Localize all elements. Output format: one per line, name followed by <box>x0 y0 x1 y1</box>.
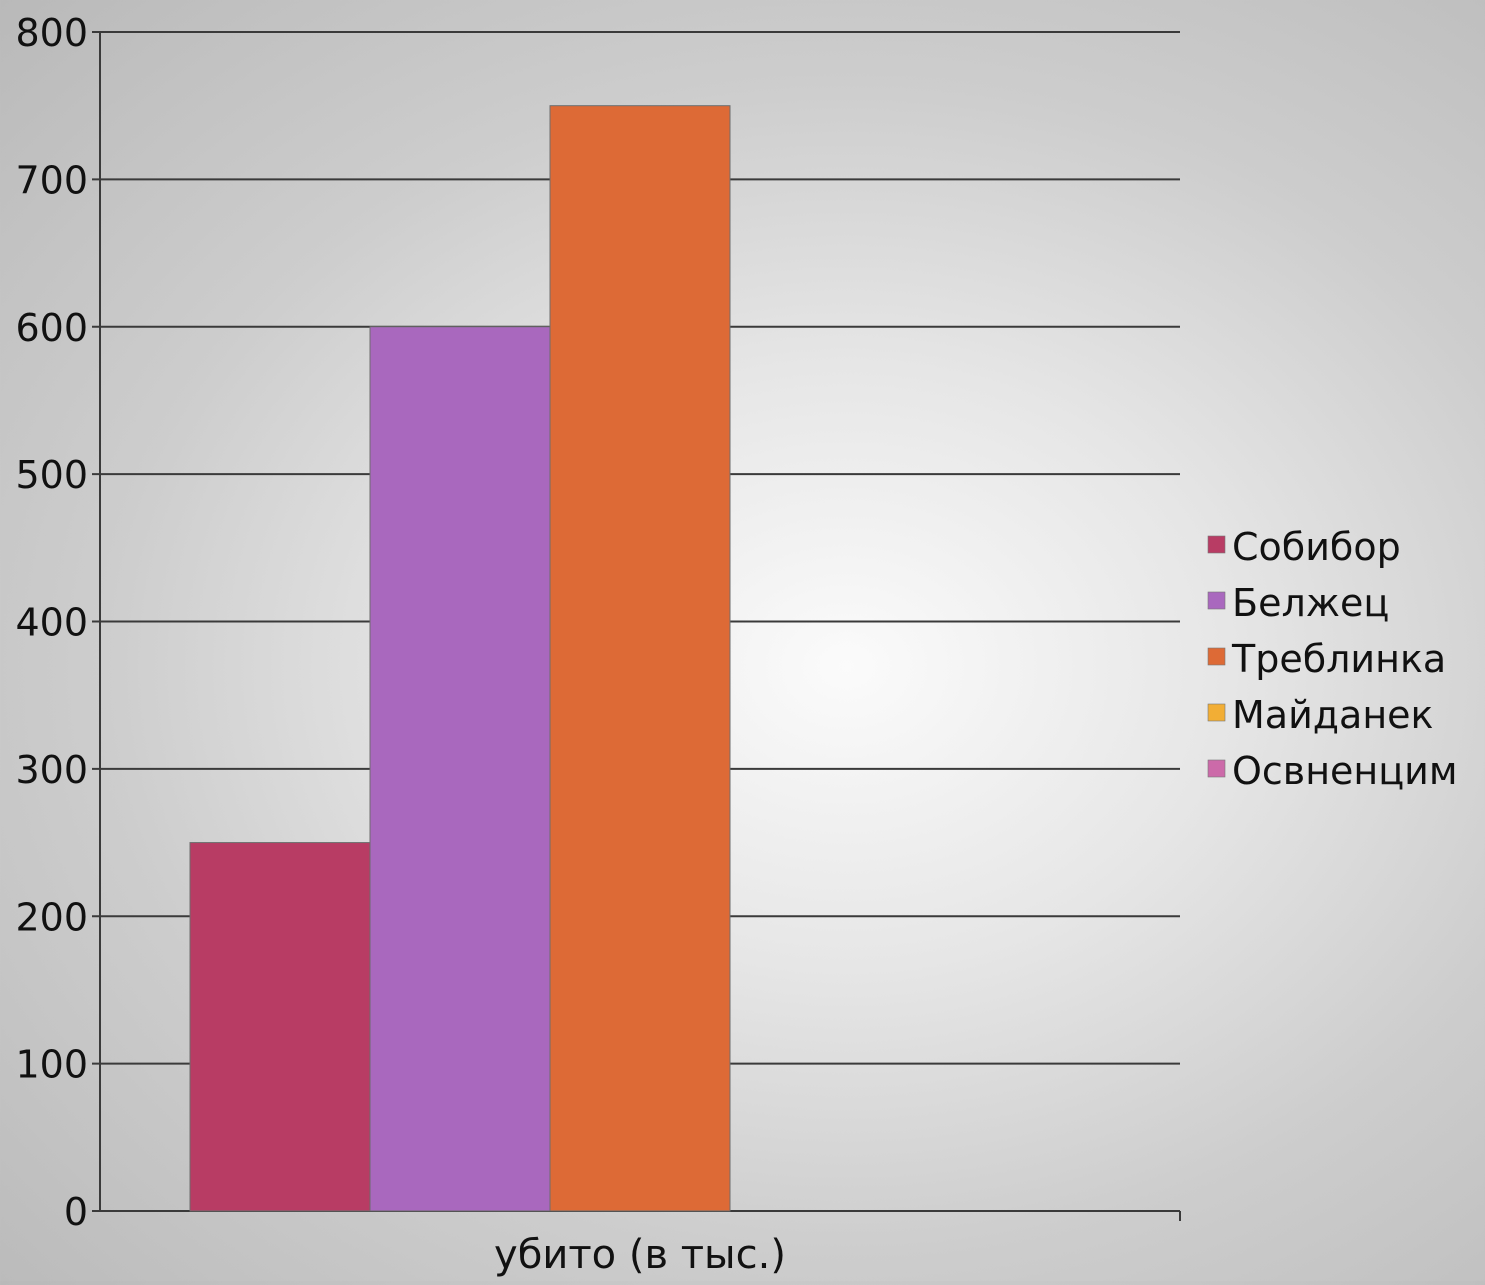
y-tick-label: 600 <box>15 306 88 350</box>
legend-label-5: Освненцим <box>1232 749 1458 793</box>
bar-2 <box>369 326 551 1212</box>
bar-3 <box>549 105 731 1212</box>
legend-swatch-5 <box>1207 759 1226 778</box>
legend-label-2: Белжец <box>1232 581 1389 625</box>
bar-1 <box>189 842 371 1212</box>
y-tick-label: 200 <box>15 895 88 939</box>
legend-swatch-4 <box>1207 703 1226 722</box>
y-tick-label: 800 <box>15 11 88 55</box>
y-tick-label: 500 <box>15 453 88 497</box>
x-category-label: убито (в тыс.) <box>494 1232 786 1278</box>
y-tick-label: 300 <box>15 748 88 792</box>
y-tick-label: 400 <box>15 601 88 645</box>
legend-label-3: Треблинка <box>1231 637 1446 681</box>
legend-swatch-3 <box>1207 647 1226 666</box>
legend-swatch-2 <box>1207 591 1226 610</box>
legend-swatch-1 <box>1207 535 1226 554</box>
legend-label-4: Майданек <box>1232 693 1434 737</box>
y-tick-label: 700 <box>15 158 88 202</box>
y-tick-label: 100 <box>15 1043 88 1087</box>
legend-label-1: Собибор <box>1232 525 1401 569</box>
y-tick-label: 0 <box>64 1190 88 1234</box>
